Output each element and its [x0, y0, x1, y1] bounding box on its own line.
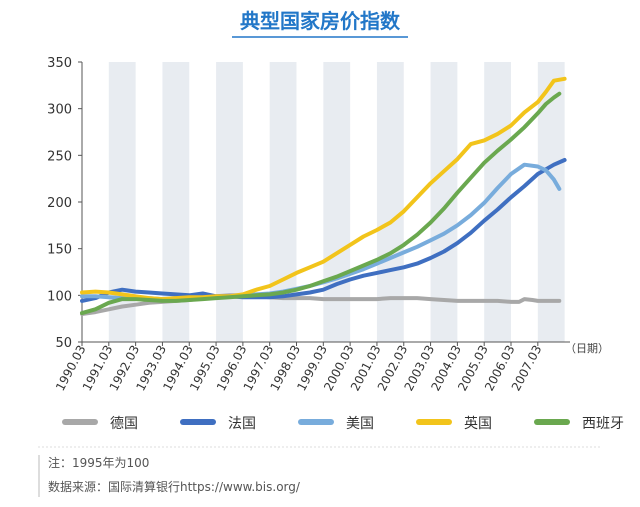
grid-band: [323, 62, 351, 342]
y-tick-label: 250: [47, 149, 72, 164]
grid-band: [376, 62, 404, 342]
legend: 德国 法国 美国 英国 西班牙: [62, 415, 624, 432]
grid-band: [430, 62, 458, 342]
legend-label: 美国: [346, 416, 374, 432]
x-unit-label: （日期）: [565, 342, 609, 355]
chart-title: 典型国家房价指数: [240, 9, 401, 33]
x-axis: 1990.031991.031992.031993.031994.031995.…: [53, 342, 544, 393]
y-tick-label: 300: [47, 103, 72, 118]
legend-swatch: [180, 419, 216, 425]
legend-label: 法国: [228, 416, 256, 432]
legend-label: 西班牙: [582, 416, 624, 432]
legend-label: 德国: [110, 416, 138, 432]
series-line-法国: [80, 158, 567, 303]
note-text: 注：1995年为100: [48, 455, 149, 470]
legend-swatch: [416, 419, 452, 425]
y-tick-label: 150: [47, 243, 72, 258]
series-line-西班牙: [80, 91, 562, 316]
legend-swatch: [298, 419, 334, 425]
legend-swatch: [62, 419, 98, 425]
series-lines: [80, 76, 567, 316]
legend-label: 英国: [464, 415, 492, 432]
source-text: 数据来源：国际清算银行https://www.bis.org/: [48, 479, 301, 494]
y-tick-label: 350: [47, 56, 72, 71]
y-tick-label: 50: [55, 336, 72, 351]
y-tick-label: 200: [47, 196, 72, 211]
grid-band: [216, 62, 243, 342]
y-tick-label: 100: [47, 289, 72, 304]
legend-swatch: [534, 419, 570, 425]
